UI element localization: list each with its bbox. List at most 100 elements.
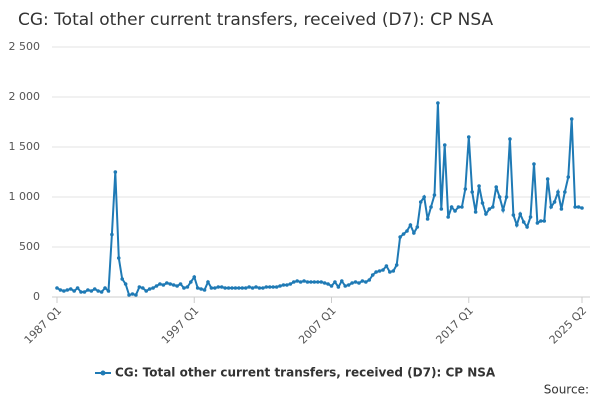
y-tick-label: 1 000 [9,190,41,203]
point [267,285,272,289]
point [68,287,73,291]
point [182,286,186,290]
point [92,287,97,291]
point [134,293,138,297]
point [563,190,567,194]
point [422,195,426,199]
point [346,283,351,287]
point [72,289,76,293]
point [96,289,100,293]
point [223,286,227,290]
point [576,205,581,209]
point [254,285,258,289]
point [336,285,341,289]
point [515,223,519,227]
point [165,281,169,285]
point [556,190,560,194]
point [171,283,176,287]
point [120,277,124,281]
point [532,162,536,166]
y-tick-label: 2 500 [9,40,41,53]
point [65,288,70,292]
point [247,285,251,289]
point [508,137,512,141]
point [391,269,396,273]
point [209,286,214,290]
point [326,282,330,286]
point [285,283,289,287]
point [178,282,183,286]
point [401,232,406,236]
point [453,209,457,213]
point [377,269,382,273]
point [360,279,365,283]
point [552,200,557,204]
point [192,275,197,279]
point [566,175,571,179]
point [398,235,402,239]
point [281,283,286,287]
point [213,286,217,290]
point [425,217,430,221]
point [58,288,63,292]
point [151,286,155,290]
point [168,282,173,286]
point [357,281,361,285]
point [539,219,543,223]
point [569,117,574,121]
point [113,170,118,174]
point [243,286,248,290]
point [158,282,162,286]
point [302,279,306,283]
point [412,231,416,235]
point [106,289,111,293]
point [189,280,193,284]
point [312,280,317,284]
point [75,286,80,290]
chart-title: CG: Total other current transfers, recei… [18,10,493,30]
point [573,205,577,209]
point [226,286,231,290]
point [442,143,447,147]
point [501,208,505,212]
point [340,279,344,283]
point [384,264,389,268]
point [490,205,495,209]
point [374,270,378,274]
point [504,195,509,199]
point [559,207,564,211]
y-tick-label: 1 500 [9,140,41,153]
legend-marker [100,370,106,376]
point [127,293,131,297]
point [271,285,275,289]
point [240,286,245,290]
point [295,279,299,283]
point [147,287,152,291]
point [528,215,533,219]
point [206,280,210,284]
point [370,273,375,277]
point [110,232,114,237]
point [137,285,142,289]
point [477,184,481,188]
point [439,207,444,211]
point [329,284,334,288]
point [274,285,279,289]
point [140,286,145,290]
point [123,282,128,286]
point [154,284,159,288]
point [497,195,502,199]
point [195,286,200,290]
legend-label: CG: Total other current transfers, recei… [115,366,496,380]
point [319,280,324,284]
point [394,263,399,267]
point [484,212,488,216]
point [216,285,221,289]
line [56,102,583,297]
point [288,282,293,286]
point [230,286,234,290]
point [367,278,372,282]
point [408,223,413,227]
point [463,187,468,191]
